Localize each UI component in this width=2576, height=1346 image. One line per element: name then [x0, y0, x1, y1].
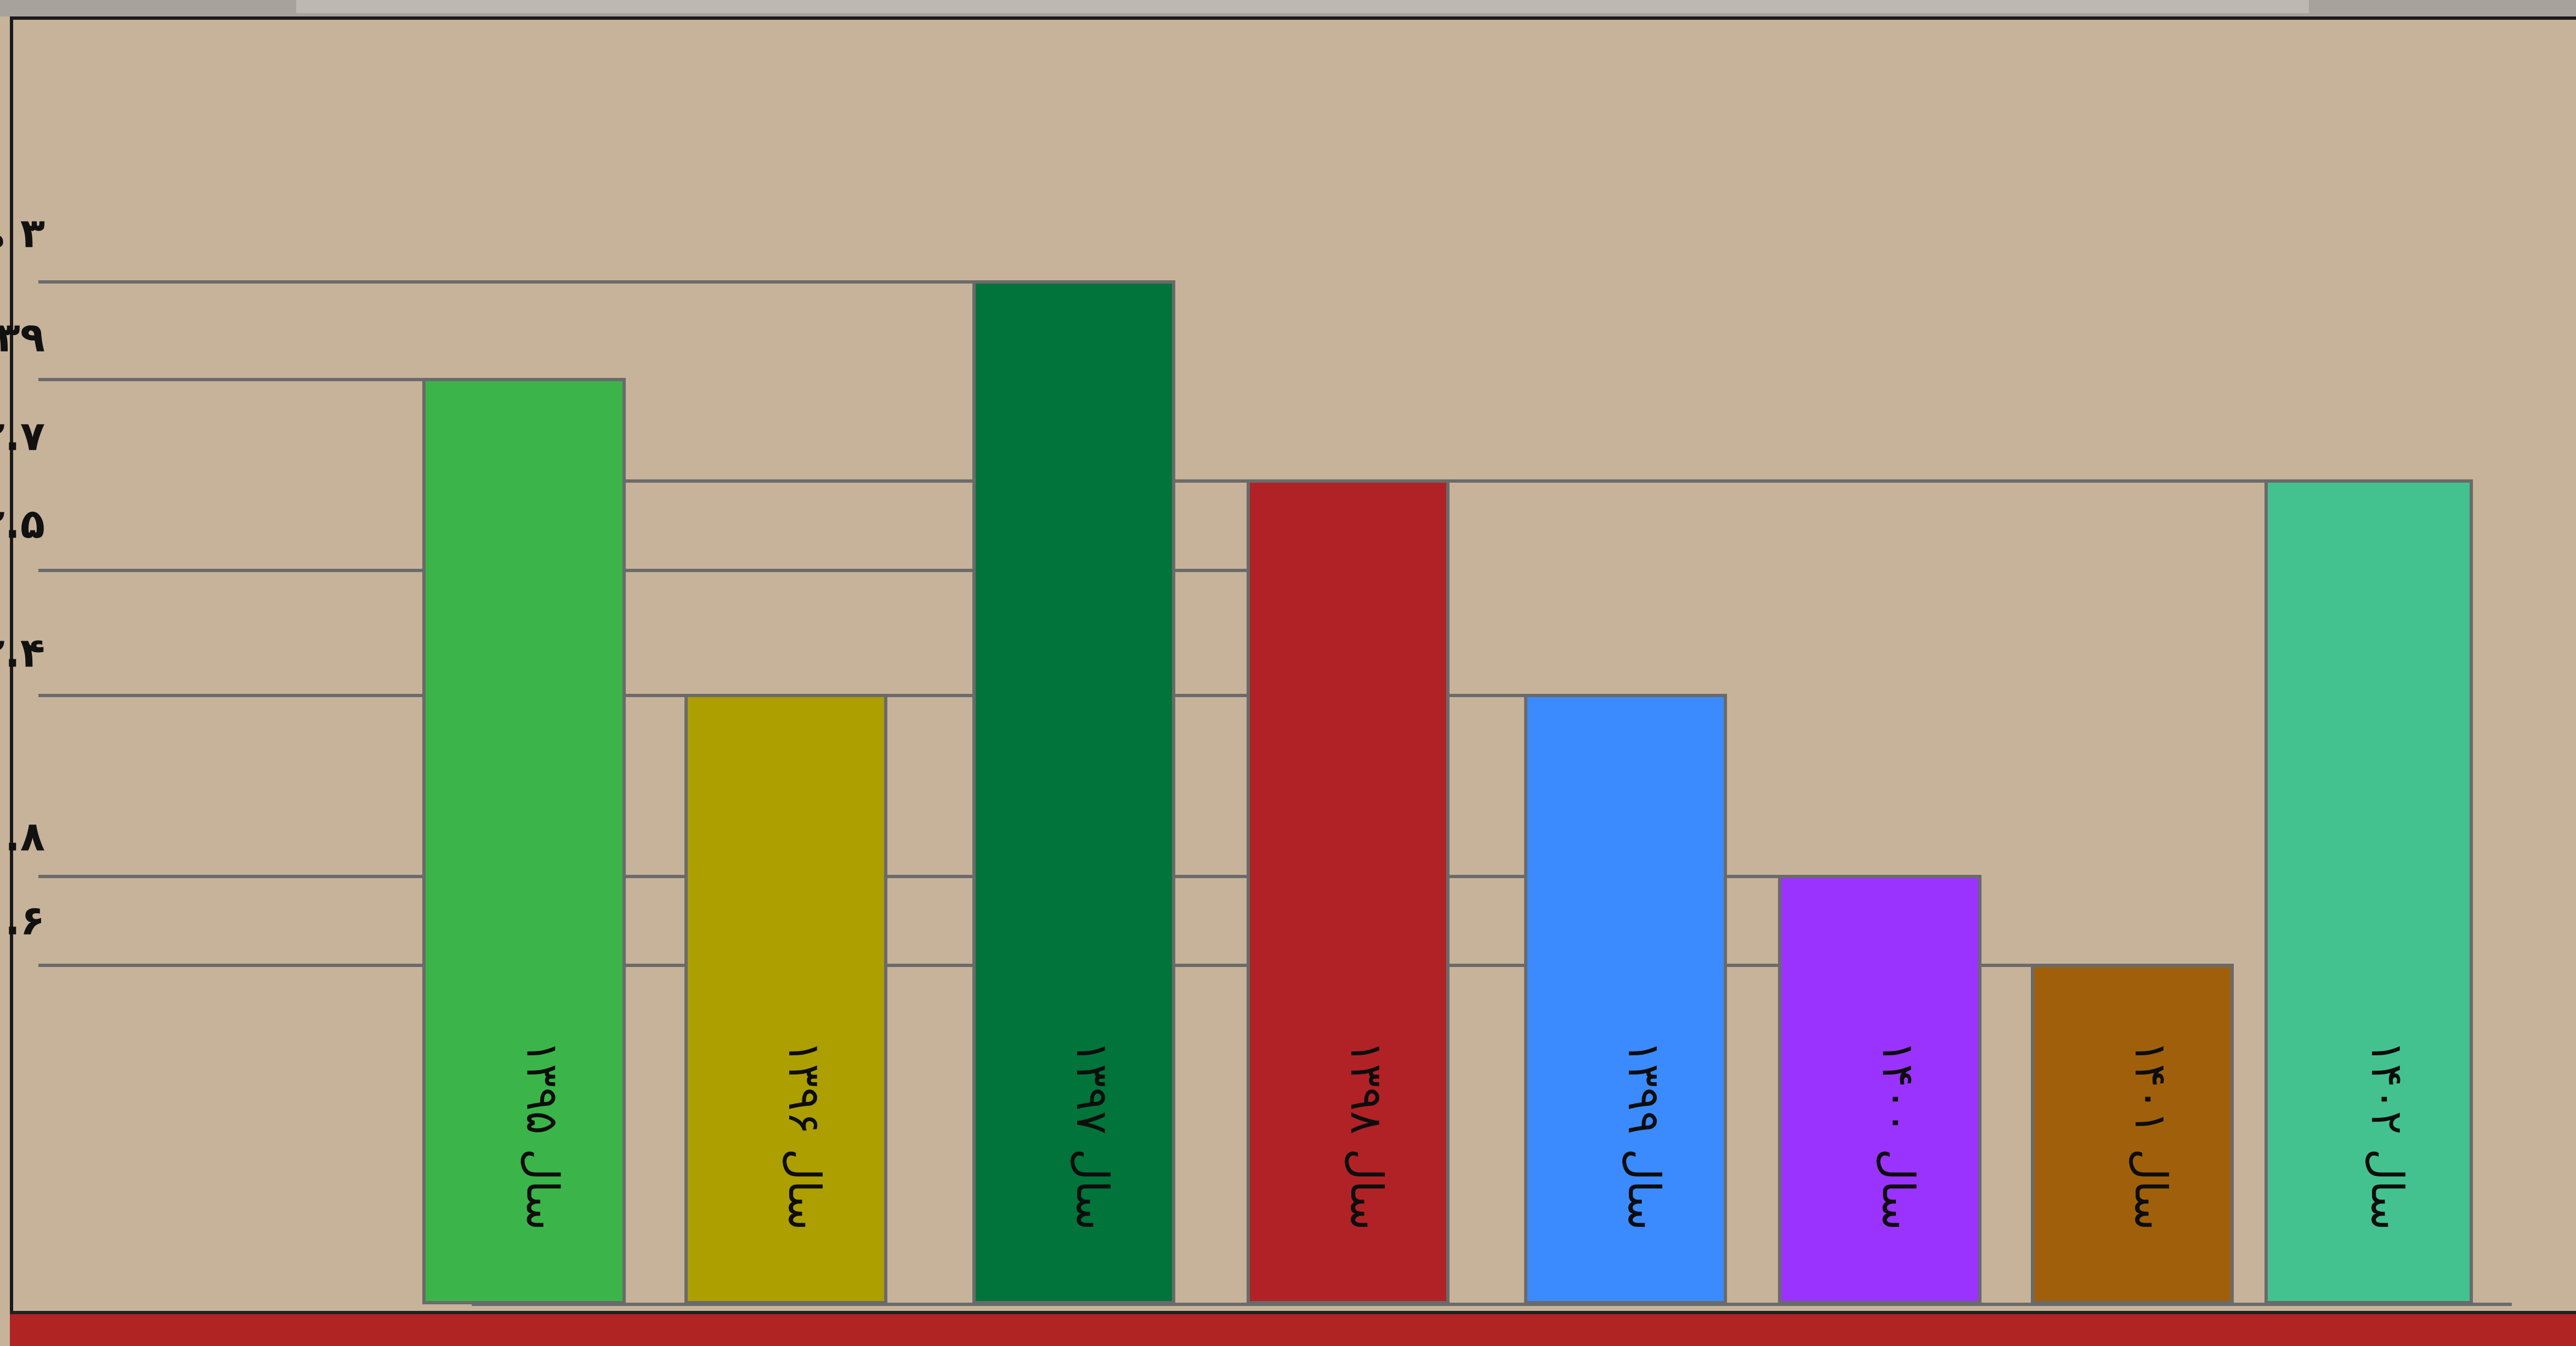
bar-label-1: سال ۱۳۹۶: [779, 1040, 830, 1231]
bar-label-2: سال ۱۳۹۷: [1067, 1040, 1118, 1231]
bar-5: [1778, 875, 1981, 1304]
y-tick-label-0: ۳ میلیارد دلار: [0, 210, 45, 257]
bar-label-4: سال ۱۳۹۹: [1618, 1040, 1669, 1231]
bar-label-7: سال ۱۴۰۲: [2362, 1040, 2413, 1231]
bar-label-3: سال ۱۳۹۸: [1341, 1040, 1392, 1231]
bars: سال ۱۳۹۵ سال ۱۳۹۶ سال ۱۳۹۷ سال ۱۳۹۸ سال ۱۳۹۹…: [422, 280, 2473, 1304]
y-tick-label-6: ۱.۶ میلیارد دلار: [0, 897, 45, 945]
top-strip: [0, 0, 2576, 16]
bar-label-5: سال ۱۴۰۰: [1873, 1040, 1924, 1231]
y-tick-label-1: ۲.۳۹ میلیارد دلار: [0, 314, 45, 361]
y-tick-label-2: ۲.۷ میلیارد دلار: [0, 413, 45, 460]
bar-0: [422, 378, 626, 1304]
y-tick-label-3: ۲.۵ میلیارد دلار: [0, 501, 45, 548]
y-tick-labels: ۳ میلیارد دلار ۲.۳۹ میلیارد دلار ۲.۷ میلیا…: [0, 210, 45, 945]
bar-1: [684, 694, 887, 1304]
y-tick-label-5: ۱.۸ میلیارد دلار: [0, 813, 45, 861]
top-strip-highlight: [296, 0, 2309, 13]
bar-4: [1524, 694, 1727, 1304]
y-tick-label-4: ۲.۴ میلیارد دلار: [0, 630, 45, 677]
bar-label-6: سال ۱۴۰۱: [2125, 1040, 2176, 1231]
bar-7: [2264, 479, 2473, 1304]
bar-label-0: سال ۱۳۹۵: [517, 1040, 568, 1231]
bar-6: [2031, 964, 2234, 1304]
bar-2: [972, 280, 1175, 1304]
bar-3: [1247, 479, 1450, 1304]
bottom-accent-bar: [10, 1311, 2576, 1346]
